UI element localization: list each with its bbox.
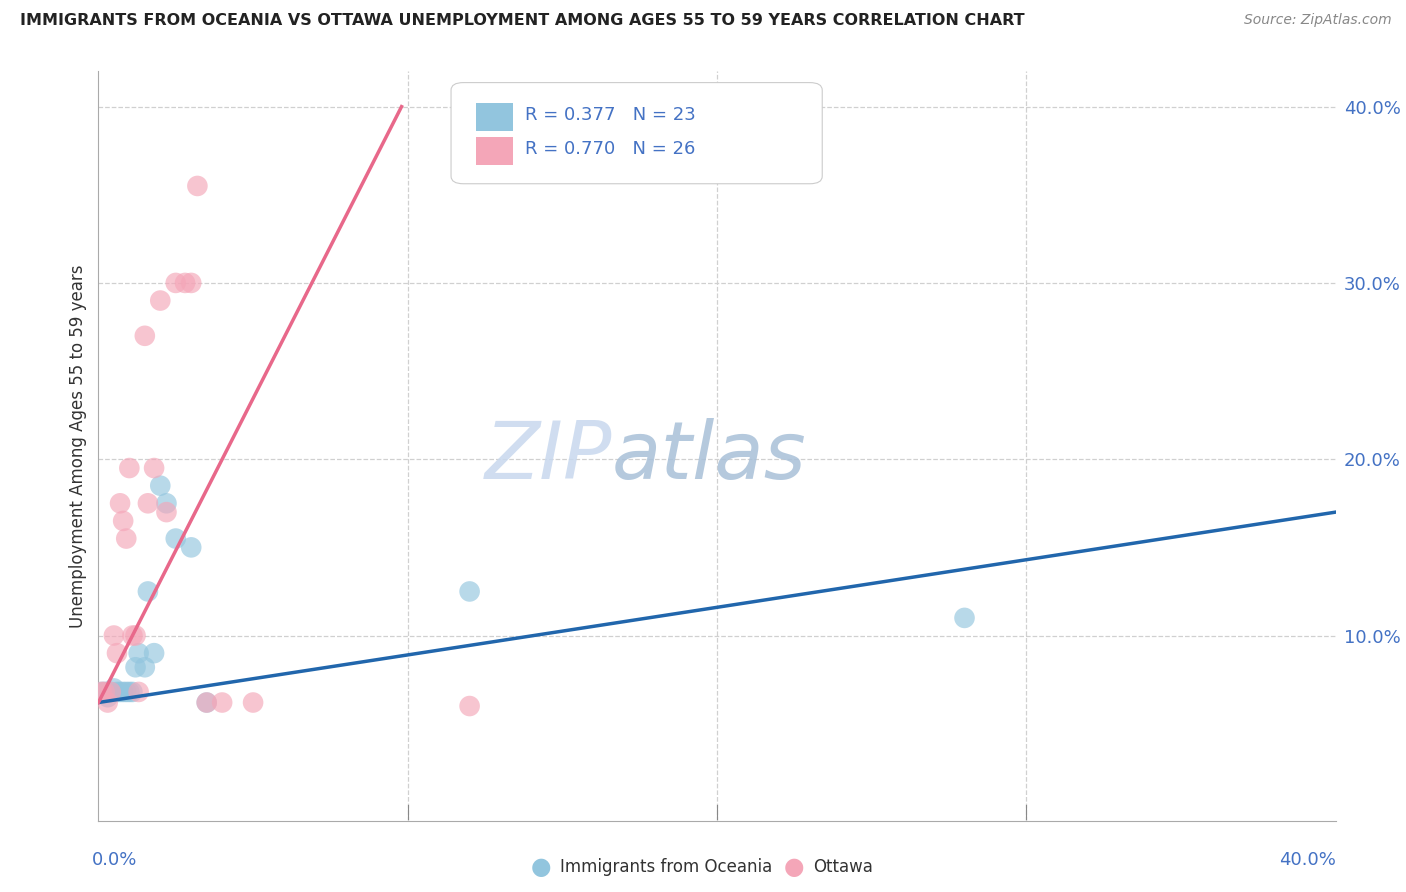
Text: Immigrants from Oceania: Immigrants from Oceania (560, 858, 772, 876)
Point (165, 532, 187, 546)
Text: IMMIGRANTS FROM OCEANIA VS OTTAWA UNEMPLOYMENT AMONG AGES 55 TO 59 YEARS CORRELA: IMMIGRANTS FROM OCEANIA VS OTTAWA UNEMPL… (20, 13, 1025, 29)
Point (93, 685, 115, 699)
Text: atlas: atlas (612, 418, 807, 496)
Point (174, 276, 197, 290)
Point (108, 685, 131, 699)
Point (115, 685, 138, 699)
Point (180, 276, 202, 290)
Point (242, 696, 264, 710)
Point (105, 646, 128, 660)
Point (118, 461, 141, 475)
Point (100, 685, 122, 699)
Point (97, 696, 120, 710)
Point (128, 646, 150, 660)
Point (115, 532, 138, 546)
Text: 0.0%: 0.0% (93, 851, 138, 869)
Point (165, 276, 187, 290)
Point (211, 696, 233, 710)
Point (134, 660, 156, 674)
FancyBboxPatch shape (451, 83, 823, 184)
FancyBboxPatch shape (475, 103, 513, 131)
Point (128, 685, 150, 699)
FancyBboxPatch shape (475, 136, 513, 165)
Point (149, 478, 172, 492)
Point (100, 685, 122, 699)
Text: Source: ZipAtlas.com: Source: ZipAtlas.com (1244, 13, 1392, 28)
Point (136, 584, 159, 599)
Text: ●: ● (785, 855, 804, 879)
Point (103, 628, 125, 642)
Point (136, 496, 159, 510)
Point (143, 461, 166, 475)
Point (458, 584, 481, 599)
Point (134, 328, 156, 343)
Point (103, 681, 125, 696)
Text: 40.0%: 40.0% (1279, 851, 1336, 869)
Point (124, 628, 146, 642)
Point (90, 685, 112, 699)
Point (97, 690, 120, 705)
Point (195, 696, 218, 710)
Point (124, 660, 146, 674)
Point (112, 685, 135, 699)
Point (186, 178, 208, 193)
Point (90, 685, 112, 699)
Y-axis label: Unemployment Among Ages 55 to 59 years: Unemployment Among Ages 55 to 59 years (69, 264, 87, 628)
Text: ZIP: ZIP (485, 418, 612, 496)
Point (180, 541, 202, 555)
Point (155, 505, 177, 519)
Point (458, 699, 481, 714)
Point (108, 496, 131, 510)
Point (121, 628, 143, 642)
Point (143, 646, 166, 660)
Point (155, 496, 177, 510)
Text: R = 0.770   N = 26: R = 0.770 N = 26 (526, 139, 696, 158)
Point (112, 514, 135, 528)
Point (105, 685, 128, 699)
Point (953, 611, 976, 625)
Text: R = 0.377   N = 23: R = 0.377 N = 23 (526, 106, 696, 124)
Text: Ottawa: Ottawa (813, 858, 873, 876)
Point (149, 293, 172, 308)
Point (93, 685, 115, 699)
Point (195, 696, 218, 710)
Point (118, 685, 141, 699)
Point (121, 685, 143, 699)
Text: ●: ● (531, 855, 551, 879)
